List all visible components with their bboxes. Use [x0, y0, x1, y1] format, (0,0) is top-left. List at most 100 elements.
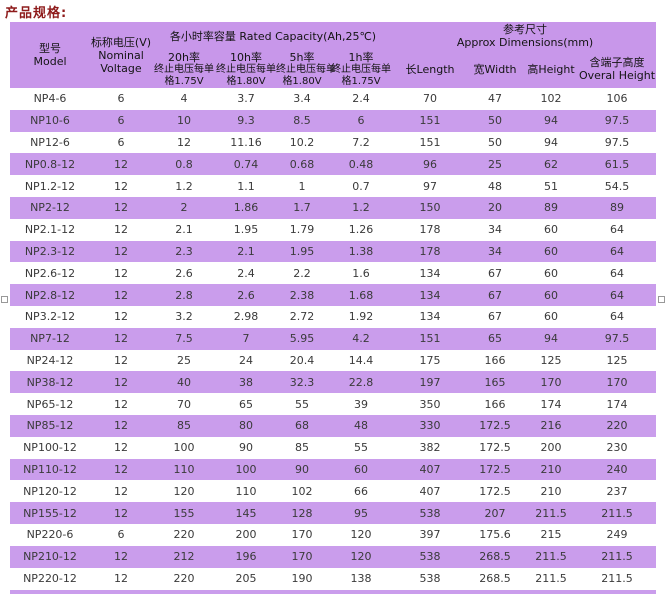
table-row: NP155-12 12 155 145 128 95 538 207 211.5 211.5	[10, 502, 657, 524]
col-header-20h: 20h率 终止电压每单 格1.75V	[152, 50, 216, 88]
model-cell: NP2-12	[10, 196, 90, 219]
value-cell: 211.5	[524, 502, 579, 524]
value-cell: 172.5	[479, 484, 511, 498]
col-header-1h-rate: 1h率	[348, 50, 374, 64]
model-cell: NP38-12	[10, 371, 90, 394]
value-cell: 47	[488, 92, 503, 106]
next-row-partial	[10, 590, 656, 594]
value-cell: 12	[114, 353, 128, 367]
col-header-overall-zh: 含端子高度	[589, 56, 645, 69]
value-cell: 207	[466, 502, 525, 524]
col-header-10h-cutoff: 终止电压每单	[216, 63, 276, 75]
value-cell: 100	[216, 458, 276, 481]
value-cell: 2.98	[233, 310, 259, 324]
value-cell: 170	[578, 371, 657, 394]
col-header-width-label: 宽Width	[473, 62, 517, 76]
value-cell: 125	[606, 353, 628, 367]
value-cell: 210	[540, 484, 562, 498]
value-cell: 12	[114, 266, 128, 280]
value-cell: 6	[328, 109, 395, 132]
value-cell: 211.5	[535, 571, 567, 585]
value-cell: 12	[114, 441, 128, 455]
value-cell: 330	[394, 414, 467, 437]
value-cell: 151	[394, 327, 467, 350]
table-row: NP85-12 12 85 80 68 48 330 172.5 216 220	[10, 414, 657, 437]
table-row: NP2-12 12 2 1.86 1.7 1.2 150 20 89 89	[10, 196, 657, 219]
col-header-height-label: 高Height	[527, 62, 575, 76]
col-group-capacity-label: 各小时率容量 Rated Capacity(Ah,25℃)	[169, 29, 377, 43]
model-cell: NP2.8-12	[10, 284, 90, 306]
value-cell: 12	[90, 502, 152, 524]
table-row: NP100-12 12 100 90 85 55 382 172.5 200 230	[10, 437, 656, 459]
value-cell: 55	[354, 441, 368, 455]
col-header-20h-rate: 20h率	[168, 50, 200, 64]
value-cell: 211.5	[578, 502, 657, 524]
value-cell: 268.5	[466, 545, 525, 568]
value-cell: 97.5	[578, 109, 657, 132]
model-cell: NP85-12	[10, 414, 90, 437]
value-cell: 94	[524, 327, 579, 350]
value-cell: 220	[578, 414, 657, 437]
value-cell: 125	[540, 353, 562, 367]
table-body: NP4-6 6 4 3.7 3.4 2.4 70 47 102 106 NP10-6 6 10 9.3 8.…	[10, 88, 657, 589]
value-cell: 170	[276, 545, 328, 568]
col-header-5h-rate: 5h率	[289, 50, 315, 64]
col-header-5h-cutoff: 终止电压每单	[276, 63, 336, 75]
value-cell: 205	[235, 571, 257, 585]
value-cell: 55	[295, 397, 309, 411]
value-cell: 196	[216, 545, 276, 568]
col-header-voltage-zh: 标称电压(V)	[90, 35, 152, 49]
value-cell: 64	[610, 223, 625, 237]
value-cell: 249	[606, 528, 628, 542]
col-group-dimensions: 参考尺寸 Approx Dimensions(mm)	[394, 22, 657, 50]
value-cell: 134	[419, 266, 441, 280]
value-cell: 22.8	[328, 371, 395, 394]
value-cell: 172.5	[479, 441, 511, 455]
value-cell: 3.2	[175, 310, 193, 324]
value-cell: 54.5	[604, 179, 630, 193]
value-cell: 0.74	[216, 153, 276, 176]
table-header: 型号 Model 标称电压(V) Nominal Voltage 各小时率容量 …	[10, 22, 657, 88]
col-header-model-zh: 型号	[39, 42, 61, 55]
value-cell: 166	[484, 397, 506, 411]
col-header-width: 宽Width	[466, 50, 525, 88]
value-cell: 64	[578, 284, 657, 306]
value-cell: 174	[606, 397, 628, 411]
value-cell: 10.2	[289, 135, 315, 149]
value-cell: 170	[524, 371, 579, 394]
value-cell: 237	[606, 484, 628, 498]
value-cell: 1.68	[328, 284, 395, 306]
value-cell: 64	[610, 266, 625, 280]
value-cell: 200	[235, 528, 257, 542]
table-row: NP3.2-12 12 3.2 2.98 2.72 1.92 134 67 60 64	[10, 306, 656, 328]
value-cell: 2.6	[216, 284, 276, 306]
value-cell: 7.5	[152, 327, 216, 350]
value-cell: 407	[394, 458, 467, 481]
value-cell: 85	[295, 441, 309, 455]
value-cell: 60	[524, 284, 579, 306]
col-header-10h: 10h率 终止电压每单 格1.80V	[216, 50, 276, 88]
value-cell: 67	[488, 266, 503, 280]
value-cell: 97.5	[604, 135, 630, 149]
value-cell: 407	[419, 484, 441, 498]
col-header-1h: 1h率 终止电压每单 格1.75V	[328, 50, 395, 88]
value-cell: 170	[291, 528, 313, 542]
col-header-voltage-en1: Nominal	[98, 48, 144, 62]
value-cell: 67	[488, 310, 503, 324]
table-row: NP10-6 6 10 9.3 8.5 6 151 50 94 97.5	[10, 109, 657, 132]
value-cell: 1.79	[289, 223, 315, 237]
value-cell: 3.4	[293, 92, 311, 106]
col-header-voltage-en2: Voltage	[100, 61, 142, 75]
value-cell: 175	[419, 353, 441, 367]
model-cell: NP0.8-12	[10, 153, 90, 176]
value-cell: 60	[328, 458, 395, 481]
value-cell: 240	[578, 458, 657, 481]
value-cell: 138	[350, 571, 372, 585]
value-cell: 220	[173, 571, 195, 585]
value-cell: 2.4	[237, 266, 255, 280]
value-cell: 12	[90, 414, 152, 437]
value-cell: 6	[90, 109, 152, 132]
value-cell: 48	[328, 414, 395, 437]
value-cell: 150	[394, 196, 467, 219]
